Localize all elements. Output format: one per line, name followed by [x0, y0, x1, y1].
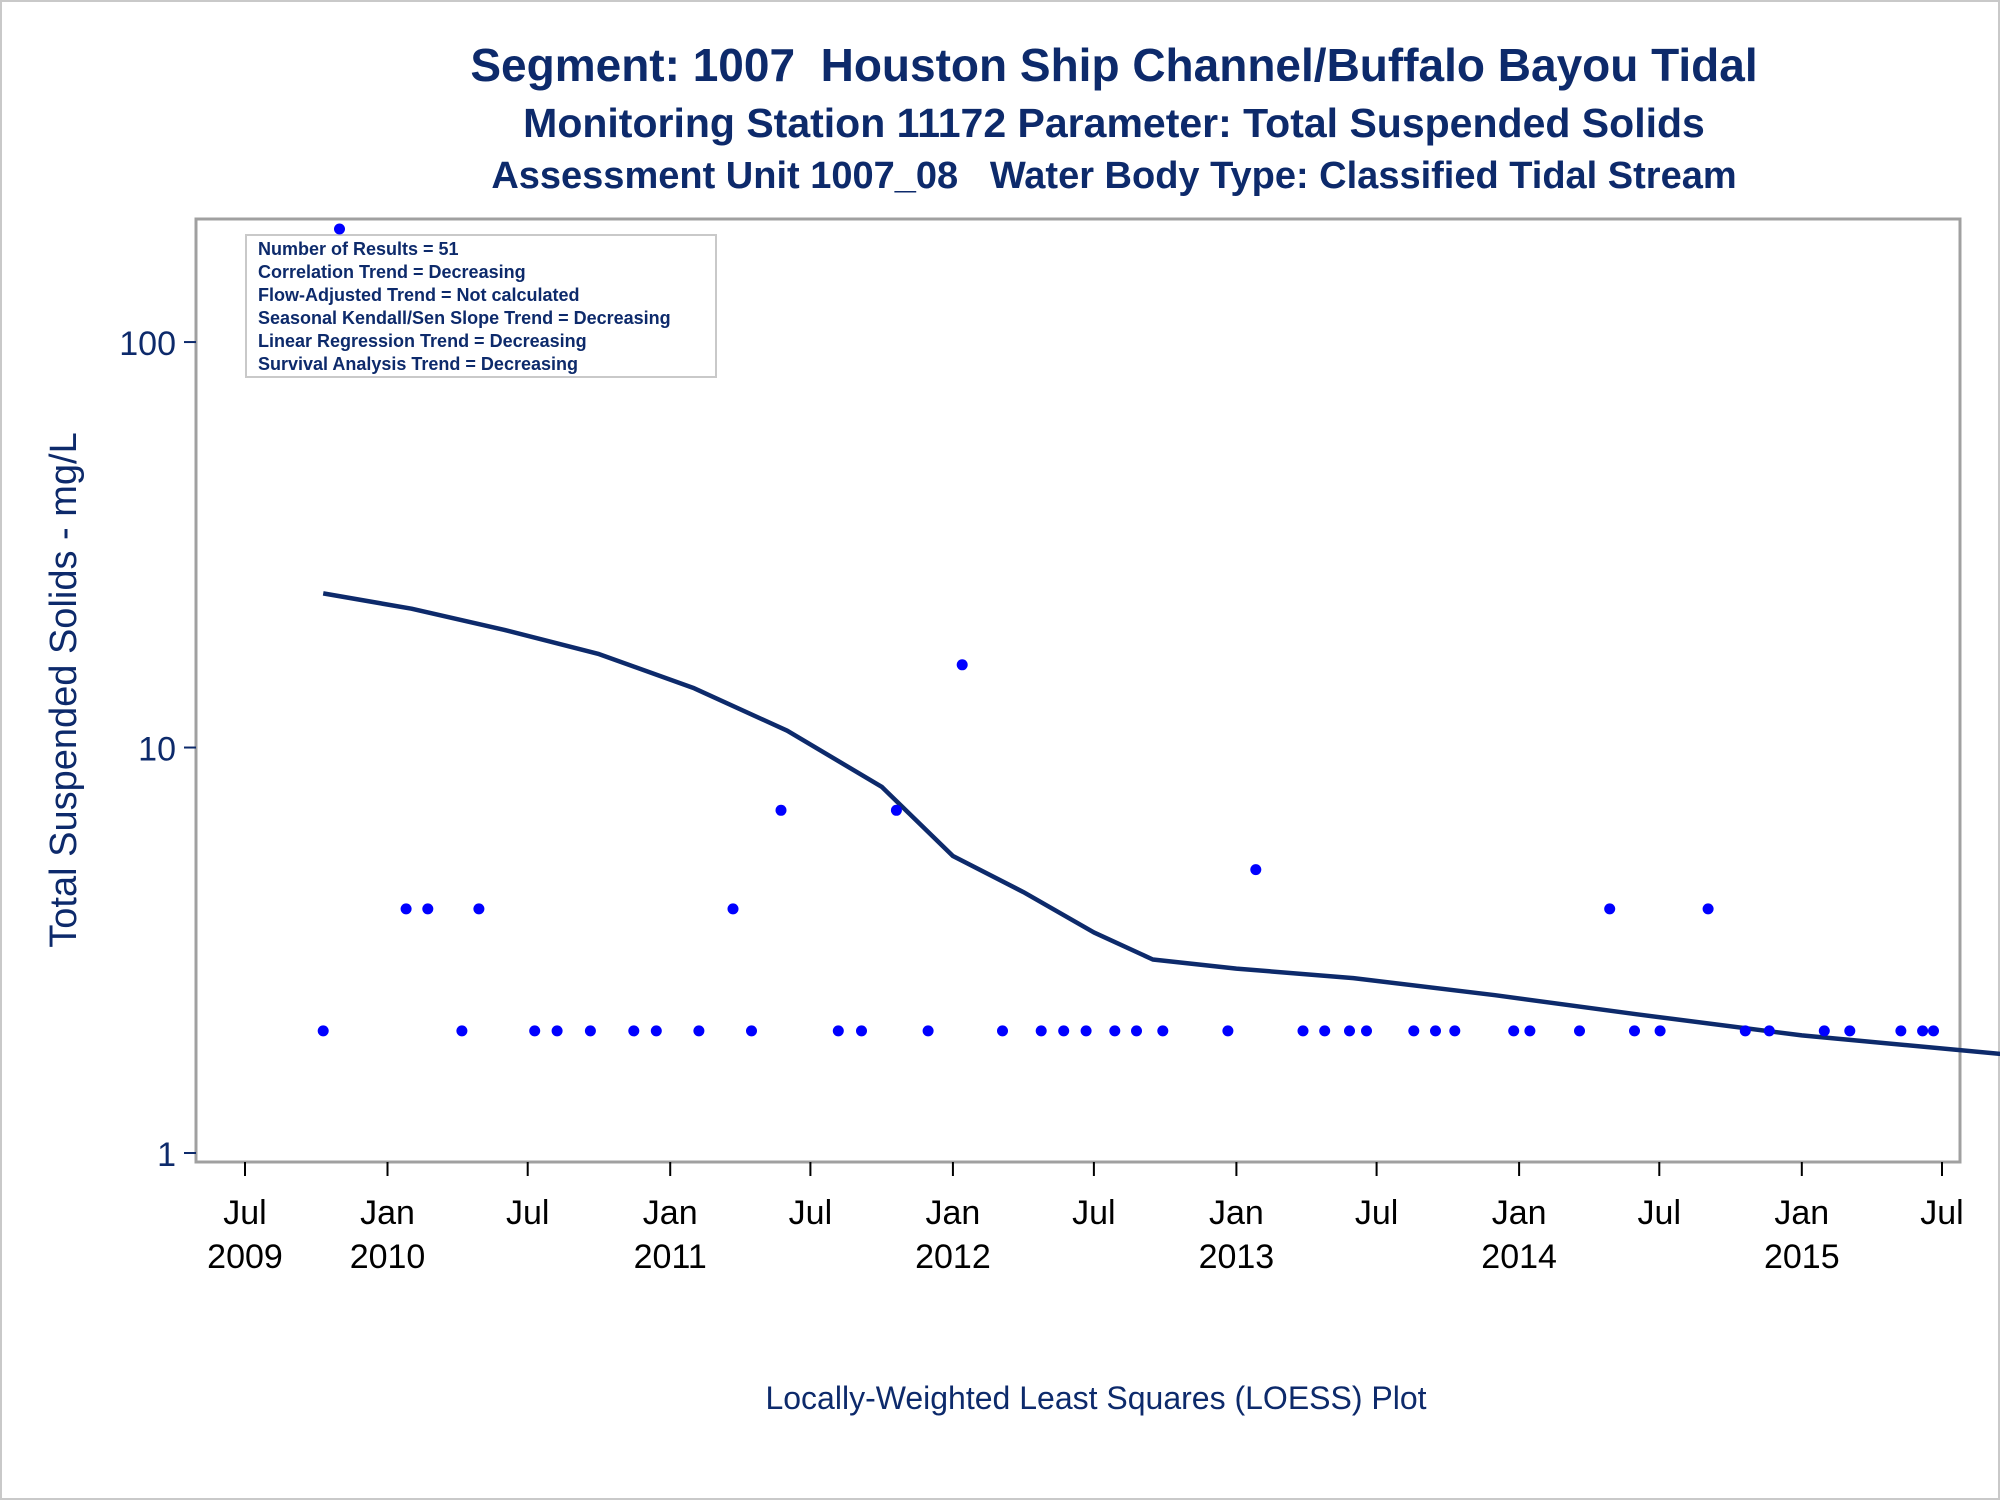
stats-legend-line: Flow-Adjusted Trend = Not calculated: [258, 285, 580, 305]
data-point: [1361, 1025, 1372, 1037]
y-tick-label: 10: [138, 731, 176, 769]
data-point: [317, 1025, 329, 1037]
x-tick-label-month: Jan: [360, 1194, 415, 1232]
footnote: Locally-Weighted Least Squares (LOESS) P…: [765, 1380, 1427, 1416]
data-point: [1739, 1025, 1751, 1037]
data-point: [1524, 1025, 1536, 1037]
x-tick-label-month: Jan: [1774, 1194, 1829, 1232]
data-point: [693, 1025, 705, 1037]
data-point: [746, 1025, 757, 1037]
data-point: [1080, 1025, 1092, 1037]
data-point: [997, 1025, 1008, 1037]
x-tick-label-year: 2010: [350, 1238, 426, 1276]
x-tick-label-year: 2013: [1199, 1238, 1275, 1276]
data-point: [1604, 903, 1616, 915]
x-tick-label-year: 2015: [1764, 1238, 1840, 1276]
data-point: [1702, 903, 1714, 915]
data-point: [1408, 1025, 1420, 1037]
data-point: [1109, 1025, 1121, 1037]
data-point: [890, 804, 902, 816]
data-point: [1574, 1025, 1585, 1037]
x-tick-label-year: 2012: [915, 1238, 991, 1276]
x-tick-label-month: Jan: [1209, 1194, 1264, 1232]
x-tick-label-month: Jul: [1072, 1194, 1115, 1232]
data-point: [628, 1025, 640, 1037]
data-point: [1763, 1025, 1775, 1037]
data-point: [1035, 1025, 1047, 1037]
stats-legend-box: [245, 234, 717, 378]
data-point: [456, 1025, 468, 1037]
x-tick-label-month: Jul: [1355, 1194, 1398, 1232]
data-point: [334, 223, 345, 235]
data-point: [1157, 1025, 1169, 1037]
stats-legend-line: Survival Analysis Trend = Decreasing: [258, 354, 578, 374]
data-point: [832, 1025, 844, 1037]
axes: 1 10 100 Jul 2009 Jan 2010 Jul Jan 2011 Jul Jan 2012…: [119, 325, 1963, 1276]
data-point: [856, 1025, 867, 1037]
y-tick-label: 100: [119, 325, 176, 363]
data-point: [1629, 1025, 1640, 1037]
data-point: [1654, 1025, 1666, 1037]
x-tick-label-month: Jan: [926, 1194, 981, 1232]
x-tick-label-year: 2011: [634, 1238, 707, 1276]
data-point: [1131, 1025, 1142, 1037]
data-point: [1895, 1025, 1907, 1037]
y-axis-label: Total Suspended Solids - mg/L: [43, 432, 85, 947]
stats-legend: Number of Results = 51 Correlation Trend …: [245, 234, 717, 378]
data-point: [1222, 1025, 1234, 1037]
data-point: [1928, 1025, 1939, 1037]
data-point: [1508, 1025, 1520, 1037]
plot-area: [194, 217, 1962, 1164]
data-point: [1430, 1025, 1441, 1037]
x-tick-label-year: 2014: [1481, 1238, 1557, 1276]
data-point: [1344, 1025, 1355, 1037]
data-point: [584, 1025, 596, 1037]
loess-line: [322, 591, 2000, 1057]
data-point: [551, 1025, 563, 1037]
data-point: [422, 903, 434, 915]
data-point: [727, 903, 739, 915]
x-tick-label-month: Jul: [1920, 1194, 1963, 1232]
stats-legend-line: Linear Regression Trend = Decreasing: [258, 331, 587, 351]
data-point: [400, 903, 412, 915]
data-point: [1449, 1025, 1461, 1037]
x-tick-label-month: Jan: [1492, 1194, 1547, 1232]
data-point: [1917, 1025, 1929, 1037]
data-point: [1818, 1025, 1830, 1037]
data-point: [775, 804, 787, 816]
x-tick-label-month: Jan: [643, 1194, 698, 1232]
chart-subtitle: Monitoring Station 11172 Parameter: Tota…: [523, 100, 1705, 146]
data-point: [1319, 1025, 1331, 1037]
data-point: [1297, 1025, 1309, 1037]
chart-title: Segment: 1007 Houston Ship Channel/Buffa…: [470, 39, 1758, 91]
data-point: [473, 903, 485, 915]
chart-subtitle-2: Assessment Unit 1007_08 Water Body Type:…: [491, 155, 1737, 197]
data-point: [1058, 1025, 1070, 1037]
x-tick-label-month: Jul: [506, 1194, 549, 1232]
scatter-series: [317, 223, 1939, 1037]
data-point: [1250, 864, 1262, 876]
data-point: [650, 1025, 662, 1037]
data-point: [1844, 1025, 1856, 1037]
x-tick-label-month: Jul: [789, 1194, 832, 1232]
x-tick-label-year: 2009: [207, 1238, 283, 1276]
stats-legend-line: Number of Results = 51: [258, 239, 459, 259]
y-tick-label: 1: [157, 1136, 176, 1174]
data-point: [922, 1025, 934, 1037]
stats-legend-line: Correlation Trend = Decreasing: [258, 262, 526, 282]
data-point: [529, 1025, 541, 1037]
loess-series: [322, 591, 2000, 1057]
x-tick-label-month: Jul: [223, 1194, 266, 1232]
data-point: [956, 659, 968, 671]
x-tick-label-month: Jul: [1638, 1194, 1681, 1232]
stats-legend-line: Seasonal Kendall/Sen Slope Trend = Decre…: [258, 308, 671, 328]
